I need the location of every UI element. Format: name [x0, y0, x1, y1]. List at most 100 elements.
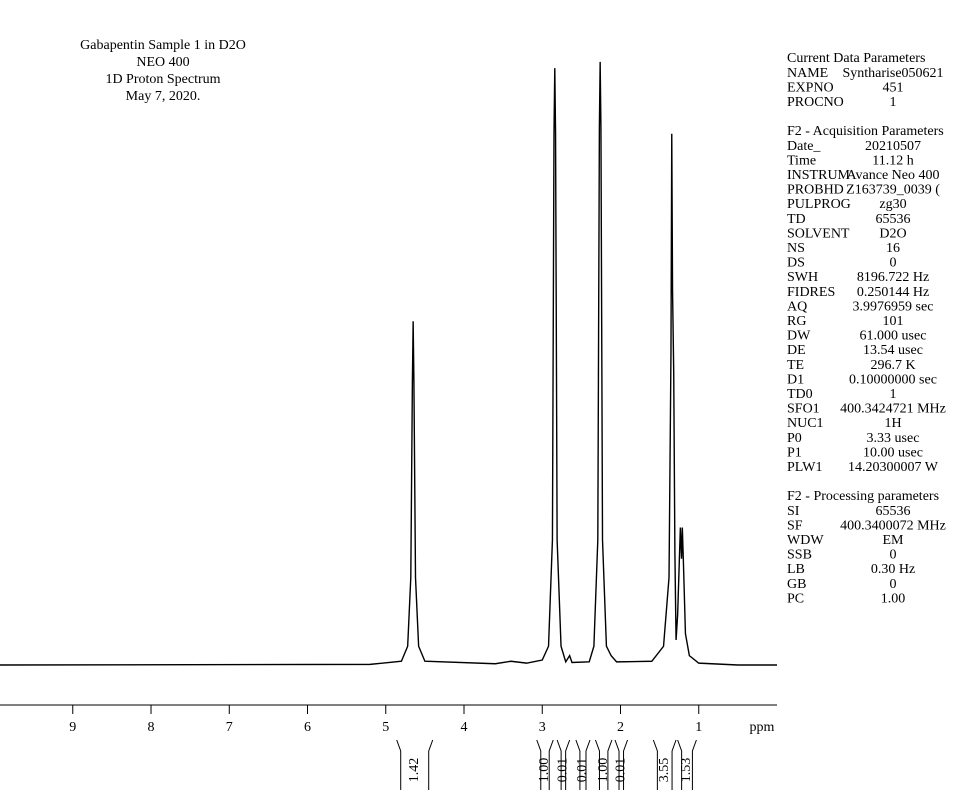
parameter-name: DW: [787, 329, 811, 344]
parameter-value: 3.9976959 sec: [853, 299, 934, 314]
parameter-name: Time: [787, 153, 816, 168]
parameter-name: RG: [787, 314, 806, 329]
parameter-section-title: F2 - Processing parameters: [787, 489, 939, 504]
x-axis-label: ppm: [750, 720, 775, 735]
parameter-value: 101: [883, 314, 904, 329]
parameter-value: 0: [890, 256, 897, 271]
parameter-name: SFO1: [787, 402, 820, 417]
parameter-name: SF: [787, 518, 803, 533]
integral-label: 1.00: [596, 758, 611, 783]
x-tick-label: 8: [148, 720, 155, 735]
parameter-value: 16: [886, 241, 900, 256]
parameter-name: INSTRUM: [787, 168, 851, 183]
parameter-name: NS: [787, 241, 805, 256]
parameter-name: NAME: [787, 66, 828, 81]
parameter-name: AQ: [787, 299, 807, 314]
integral-bracket: [556, 739, 571, 790]
parameter-name: DS: [787, 256, 805, 271]
parameter-value: 0.30 Hz: [871, 562, 915, 577]
integral-label: 0.01: [614, 758, 629, 783]
integral-bracket: [396, 739, 434, 790]
parameter-value: D2O: [879, 226, 906, 241]
parameter-value: 65536: [876, 504, 911, 519]
integral-label: 1.42: [407, 758, 422, 783]
parameter-value: 0.10000000 sec: [849, 372, 937, 387]
x-tick-label: 1: [695, 720, 702, 735]
parameter-name: SSB: [787, 548, 812, 563]
parameter-value: 451: [883, 80, 904, 95]
integral-label: 1.00: [537, 758, 552, 783]
integral-bracket: [652, 739, 677, 790]
parameter-value: 3.33 usec: [867, 431, 920, 446]
parameter-value: 400.3400072 MHz: [840, 518, 946, 533]
parameter-value: 1: [890, 95, 897, 110]
title-line: Gabapentin Sample 1 in D2O: [80, 38, 246, 53]
integral-bracket: [594, 739, 613, 790]
parameter-name: PLW1: [787, 460, 823, 475]
parameter-section-title: Current Data Parameters: [787, 51, 925, 66]
parameter-value: 61.000 usec: [860, 329, 927, 344]
parameter-value: 13.54 usec: [863, 343, 923, 358]
parameter-value: 1.00: [881, 591, 906, 606]
parameter-name: P1: [787, 445, 802, 460]
integral-bracket: [536, 739, 554, 790]
parameter-value: Z163739_0039 (: [846, 183, 940, 198]
integral-label: 3.55: [657, 758, 672, 783]
x-tick-label: 7: [226, 720, 233, 735]
parameter-name: FIDRES: [787, 285, 835, 300]
parameter-value: 11.12 h: [872, 153, 913, 168]
title-line: May 7, 2020.: [126, 89, 201, 104]
parameter-value: 65536: [876, 212, 911, 227]
integral-label: 0.01: [575, 758, 590, 783]
title-line: 1D Proton Spectrum: [105, 72, 220, 87]
parameter-name: PC: [787, 591, 804, 606]
title-line: NEO 400: [136, 55, 189, 70]
parameter-value: 0.250144 Hz: [857, 285, 929, 300]
x-tick-label: 6: [304, 720, 311, 735]
parameter-name: TD: [787, 212, 806, 227]
parameter-name: NUC1: [787, 416, 824, 431]
parameter-name: LB: [787, 562, 805, 577]
parameter-name: TD0: [787, 387, 813, 402]
parameter-value: 1: [890, 387, 897, 402]
parameter-name: Date_: [787, 139, 821, 154]
parameter-value: 20210507: [865, 139, 921, 154]
x-tick-label: 4: [461, 720, 468, 735]
parameter-value: zg30: [879, 197, 906, 212]
parameter-name: PROBHD: [787, 183, 844, 198]
parameter-name: D1: [787, 372, 804, 387]
x-tick-label: 3: [539, 720, 546, 735]
parameter-value: 400.3424721 MHz: [840, 402, 946, 417]
parameter-name: SWH: [787, 270, 818, 285]
parameter-section-title: F2 - Acquisition Parameters: [787, 124, 944, 139]
parameter-value: Avance Neo 400: [846, 168, 939, 183]
parameter-name: GB: [787, 577, 806, 592]
parameter-name: PROCNO: [787, 95, 844, 110]
parameter-name: SI: [787, 504, 800, 519]
integral-bracket: [614, 739, 629, 790]
spectrum-line: [0, 61, 777, 666]
parameter-name: SOLVENT: [787, 226, 850, 241]
parameter-name: P0: [787, 431, 802, 446]
parameter-name: TE: [787, 358, 804, 373]
parameter-value: 8196.722 Hz: [857, 270, 929, 285]
parameter-name: WDW: [787, 533, 824, 548]
parameter-value: 14.20300007 W: [848, 460, 939, 475]
x-tick-label: 9: [69, 720, 76, 735]
parameter-value: 10.00 usec: [863, 445, 923, 460]
integral-bracket: [575, 739, 591, 790]
parameter-value: 1H: [884, 416, 901, 431]
parameter-value: EM: [883, 533, 905, 548]
x-tick-label: 5: [382, 720, 389, 735]
integral-bracket: [677, 739, 697, 790]
integral-label: 1.53: [679, 758, 694, 783]
integral-label: 0.01: [556, 758, 571, 783]
parameter-name: DE: [787, 343, 806, 358]
x-tick-label: 2: [617, 720, 624, 735]
parameter-value: 296.7 K: [870, 358, 915, 373]
parameter-value: 0: [890, 548, 897, 563]
parameter-value: Syntharise050621: [842, 66, 943, 81]
parameter-name: EXPNO: [787, 80, 834, 95]
parameter-value: 0: [890, 577, 897, 592]
